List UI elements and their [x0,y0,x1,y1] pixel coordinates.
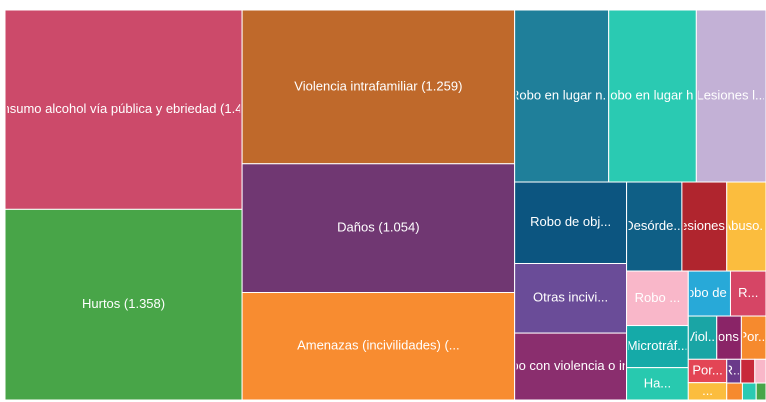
treemap-cell [626,181,683,272]
cell-label: Por... [739,329,766,344]
cell-label: Lesiones l... [696,87,765,102]
cell-label: Cons... [708,329,749,344]
treemap-cell [681,181,728,272]
treemap-cell [514,332,628,401]
cell-label: Robo ... [635,290,681,305]
cell-label: Amenazas (incivilidades) (... [297,338,460,353]
cell-label: Violencia intrafamiliar (1.259) [294,78,462,93]
treemap-cell [741,382,757,401]
cell-label: Lesiones... [673,218,736,233]
treemap-cell [626,270,689,327]
cell-label: Robo en lugar h... [601,87,704,102]
treemap-cell [626,325,689,369]
cell-label: Abuso... [723,218,766,233]
cell-label: Consumo alcohol vía pública y ebriedad (… [0,101,261,116]
cell-label: Daños (1.054) [337,220,419,235]
treemap-cell [754,358,766,384]
treemap-cell [740,358,756,384]
cell-label: Robo en lugar n... [510,87,613,102]
treemap-cell [740,315,766,360]
treemap-cell [514,9,610,183]
cell-label: Robo de obj... [530,214,611,229]
treemap-cell [4,208,243,401]
treemap-cell [514,263,628,334]
treemap-cell [241,9,516,165]
treemap-cell [726,181,766,272]
treemap-cell [729,270,766,317]
cell-label: Microtráf... [627,338,688,353]
treemap-cell [626,367,689,401]
cell-label: Viol... [686,329,718,344]
cell-label: Robo con violencia o inti... [495,358,647,373]
treemap-cell [241,292,516,401]
cell-label: Ha... [644,375,671,390]
cell-label: Por... [692,362,722,377]
treemap-cell [695,9,766,183]
cell-label: ... [702,383,713,398]
cell-label: Robo de ... [678,285,742,300]
treemap-cell [726,382,743,401]
cell-label: Hurtos (1.358) [82,296,165,311]
cell-label: R... [738,285,758,300]
cell-label: Desórde... [624,218,684,233]
treemap-cell [716,315,742,360]
cell-label: R... [724,363,744,378]
treemap-cell [241,163,516,294]
treemap-cell [755,382,766,401]
treemap-cell [4,9,243,210]
cell-label: Otras incivi... [533,290,608,305]
